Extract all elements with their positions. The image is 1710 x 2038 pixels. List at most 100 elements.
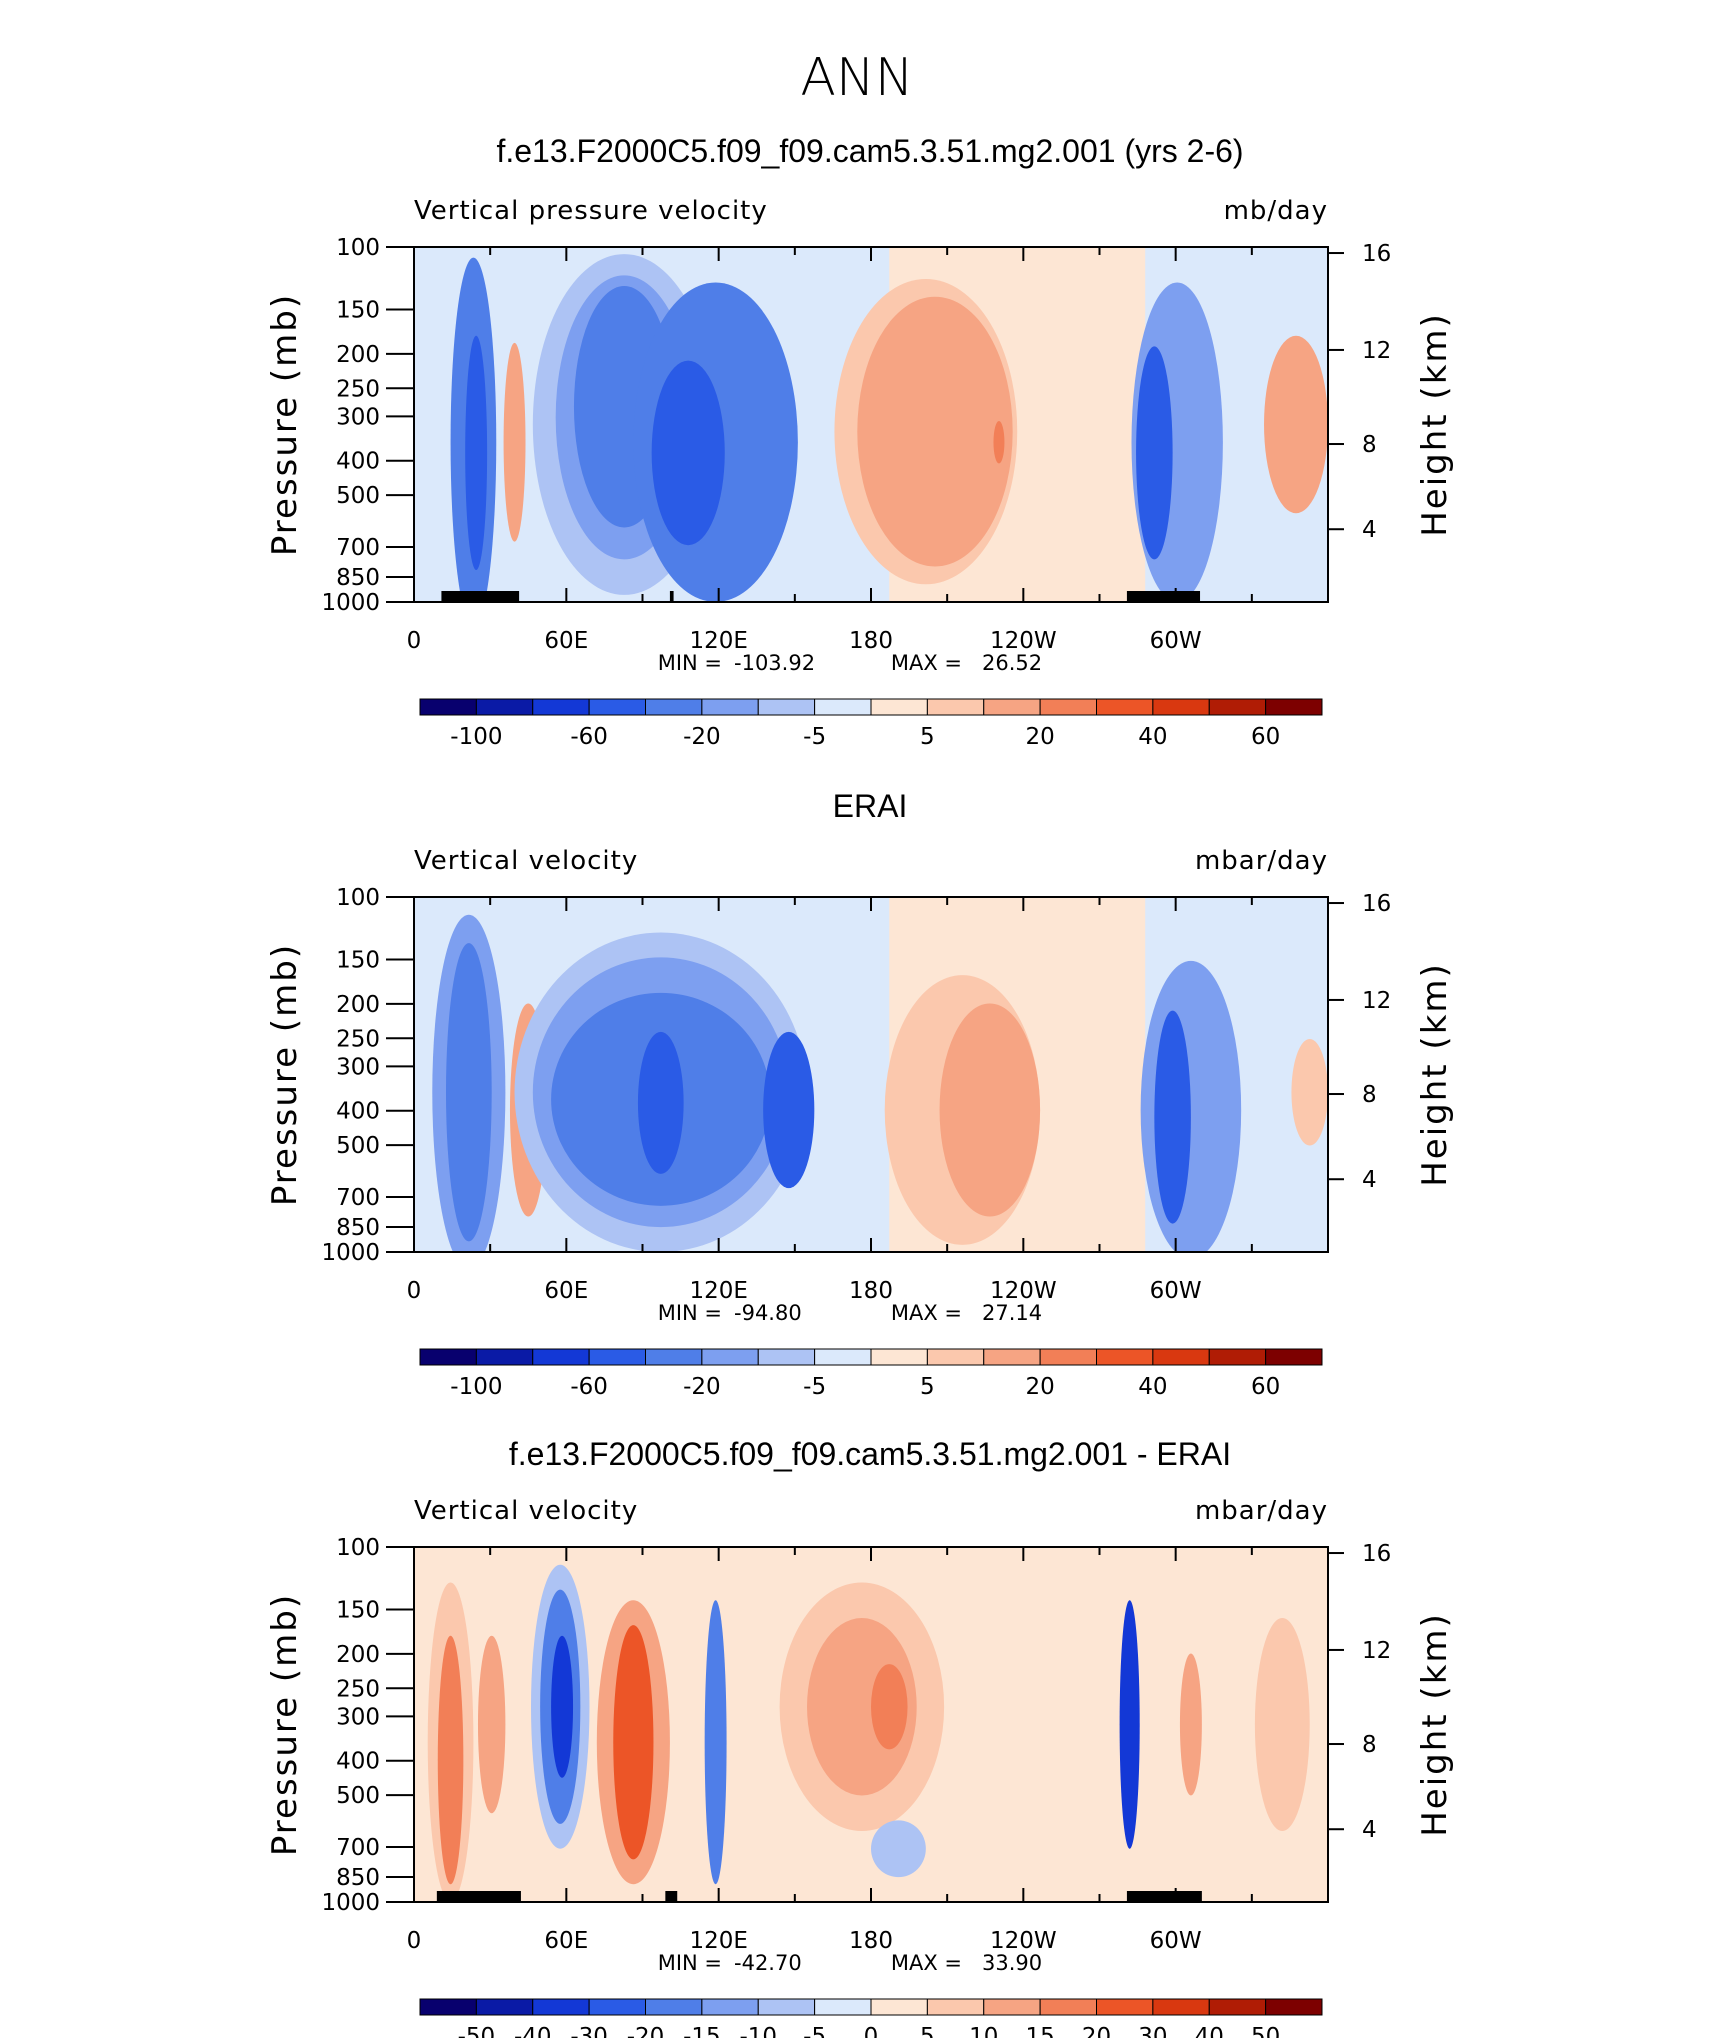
- y-tick-label: 250: [336, 1026, 380, 1052]
- contour-region: [763, 1031, 815, 1189]
- colorbar-swatch: [1208, 1998, 1267, 2016]
- units-label: mbar/day: [1195, 1496, 1328, 1526]
- colorbar-swatch: [1265, 1348, 1323, 1366]
- colorbar-swatch: [870, 1348, 928, 1366]
- colorbar-swatch: [926, 1348, 985, 1366]
- colorbar-swatch: [645, 1348, 703, 1366]
- land-mask: [1126, 591, 1201, 602]
- colorbar-swatch: [1152, 698, 1210, 716]
- colorbar-swatch: [983, 698, 1041, 716]
- colorbar-label: -15: [683, 2024, 721, 2038]
- colorbar-label: 50: [1251, 2024, 1280, 2038]
- colorbar-swatch: [926, 698, 985, 716]
- colorbar-swatch: [1039, 1348, 1097, 1366]
- y-right-tick-label: 12: [1362, 1638, 1391, 1664]
- colorbar-label: -50: [458, 2024, 496, 2038]
- y-tick-label: 300: [336, 404, 380, 430]
- x-tick-label: 120W: [990, 1928, 1057, 1954]
- x-tick-label: 60E: [544, 628, 588, 654]
- panel-title: f.e13.F2000C5.f09_f09.cam5.3.51.mg2.001 …: [496, 133, 1243, 169]
- colorbar-label: 20: [1025, 1374, 1054, 1400]
- colorbar-swatch: [588, 1348, 646, 1366]
- contour-region: [613, 1625, 654, 1860]
- contour-region: [1154, 1010, 1191, 1224]
- contour-region: [503, 342, 526, 542]
- x-tick-label: 60W: [1150, 1928, 1202, 1954]
- land-mask: [665, 1891, 678, 1902]
- colorbar-label: -5: [803, 1374, 826, 1400]
- colorbar-label: 5: [920, 724, 935, 750]
- colorbar-swatch: [1096, 698, 1154, 716]
- y-tick-label: 300: [336, 1704, 380, 1730]
- panel-title: f.e13.F2000C5.f09_f09.cam5.3.51.mg2.001 …: [509, 1436, 1231, 1472]
- colorbar-label: 20: [1082, 2024, 1111, 2038]
- colorbar-swatch: [814, 1348, 872, 1366]
- y-tick-label: 100: [336, 885, 380, 911]
- colorbar-swatch: [645, 1998, 703, 2016]
- y-tick-label: 700: [336, 1185, 380, 1211]
- contour-region: [637, 1031, 684, 1174]
- y-tick-label: 200: [336, 992, 380, 1018]
- x-tick-label: 120E: [689, 628, 747, 654]
- y-right-axis-title: Height (km): [1415, 1612, 1455, 1837]
- y-axis-title: Pressure (mb): [265, 293, 305, 556]
- min-label: MIN =: [658, 1301, 722, 1325]
- y-tick-label: 850: [336, 565, 380, 591]
- colorbar-label: -20: [683, 1374, 721, 1400]
- colorbar-label: -5: [803, 2024, 826, 2038]
- contour-region: [1264, 335, 1328, 514]
- contour-region: [871, 1664, 908, 1750]
- y-right-tick-label: 12: [1362, 338, 1391, 364]
- x-tick-label: 0: [407, 1278, 422, 1304]
- min-label: MIN =: [658, 1951, 722, 1975]
- contour-field: [414, 1547, 1328, 1902]
- y-right-tick-label: 4: [1362, 517, 1377, 543]
- contour-region: [477, 1635, 506, 1814]
- contour-region: [704, 1600, 727, 1885]
- x-tick-label: 120W: [990, 1278, 1057, 1304]
- y-tick-label: 700: [336, 535, 380, 561]
- colorbar-swatch: [983, 1998, 1041, 2016]
- contour-region: [1254, 1618, 1310, 1831]
- y-right-tick-label: 8: [1362, 1082, 1377, 1108]
- x-tick-label: 60W: [1150, 1278, 1202, 1304]
- max-label: MAX =: [891, 1951, 962, 1975]
- y-right-tick-label: 8: [1362, 1732, 1377, 1758]
- y-tick-label: 200: [336, 1642, 380, 1668]
- colorbar-label: -100: [450, 724, 502, 750]
- colorbar-swatch: [419, 698, 477, 716]
- colorbar-swatch: [701, 698, 759, 716]
- colorbar-swatch: [1265, 698, 1323, 716]
- colorbar-swatch: [1096, 1348, 1154, 1366]
- contour-region: [857, 296, 1013, 567]
- colorbar-label: 40: [1138, 1374, 1167, 1400]
- colorbar-label: 15: [1025, 2024, 1054, 2038]
- contour-region: [1136, 346, 1173, 560]
- contour-region: [807, 1618, 917, 1796]
- max-value: 26.52: [982, 651, 1042, 675]
- colorbar-label: -20: [683, 724, 721, 750]
- y-tick-label: 1000: [321, 1240, 380, 1266]
- max-value: 33.90: [982, 1951, 1042, 1975]
- x-tick-label: 180: [849, 628, 893, 654]
- colorbar-label: 20: [1025, 724, 1054, 750]
- variable-label: Vertical pressure velocity: [414, 196, 768, 226]
- contour-region: [437, 1635, 464, 1885]
- colorbar-swatch: [701, 1998, 759, 2016]
- y-axis-title: Pressure (mb): [265, 943, 305, 1206]
- x-tick-label: 180: [849, 1928, 893, 1954]
- colorbar-swatch: [1208, 698, 1267, 716]
- colorbar-label: -20: [627, 2024, 665, 2038]
- contour-field: [414, 897, 1328, 1252]
- min-value: -42.70: [734, 1951, 802, 1975]
- colorbar-swatch: [475, 1348, 534, 1366]
- x-tick-label: 60W: [1150, 628, 1202, 654]
- main-title: ANN: [800, 48, 913, 108]
- units-label: mbar/day: [1195, 846, 1328, 876]
- contour-field: [414, 247, 1328, 602]
- contour-region: [1291, 1039, 1328, 1146]
- colorbar-swatch: [1152, 1998, 1210, 2016]
- land-mask: [669, 591, 674, 602]
- min-value: -94.80: [734, 1301, 802, 1325]
- colorbar-swatch: [870, 698, 928, 716]
